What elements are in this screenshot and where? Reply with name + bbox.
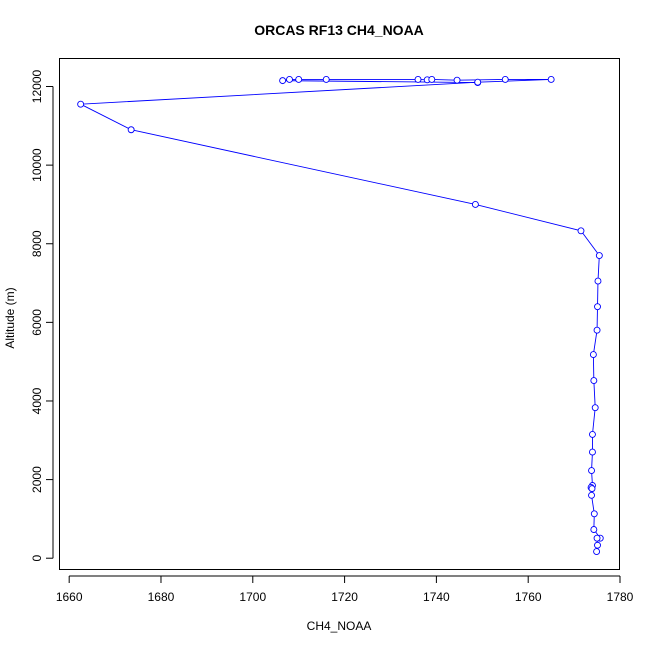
- x-tick-label: 1700: [239, 590, 266, 604]
- data-point: [593, 534, 601, 542]
- data-point: [453, 76, 461, 84]
- data-point: [471, 200, 479, 208]
- data-point: [547, 75, 555, 83]
- y-tick-label: 0: [30, 555, 44, 562]
- data-point: [595, 252, 603, 259]
- data-point: [428, 75, 436, 83]
- data-point: [589, 351, 597, 359]
- data-point: [77, 100, 85, 108]
- data-point: [127, 126, 135, 134]
- data-point: [594, 277, 602, 285]
- x-tick-label: 1660: [56, 590, 83, 604]
- data-point: [590, 510, 598, 518]
- data-point: [501, 75, 509, 83]
- data-point: [593, 548, 601, 555]
- data-point: [414, 75, 422, 83]
- x-tick-label: 1740: [423, 590, 450, 604]
- x-tick-label: 1720: [331, 590, 358, 604]
- y-tick-label: 12000: [30, 70, 44, 104]
- data-point: [588, 491, 595, 499]
- data-point: [589, 430, 596, 438]
- data-point: [589, 448, 596, 456]
- data-point: [279, 77, 287, 85]
- y-tick-label: 4000: [30, 387, 44, 414]
- series-ch4-noaa: [77, 75, 604, 555]
- data-point: [590, 526, 598, 533]
- data-point: [594, 541, 601, 549]
- x-axis-label: CH4_NOAA: [307, 619, 372, 633]
- chart-title: ORCAS RF13 CH4_NOAA: [254, 22, 424, 38]
- data-point: [588, 467, 595, 474]
- x-tick-label: 1760: [515, 590, 542, 604]
- x-tick-label: 1780: [607, 590, 634, 604]
- y-tick-label: 6000: [30, 309, 44, 336]
- plot-frame: [59, 58, 620, 570]
- data-point: [593, 326, 601, 334]
- y-axis: 0 2000 4000 6000 8000 10000 12000: [30, 70, 54, 562]
- data-point: [295, 75, 303, 83]
- x-tick-label: 1680: [148, 590, 175, 604]
- series-line: [78, 78, 602, 552]
- data-point: [577, 227, 585, 235]
- y-axis-label: Altitude (m): [3, 287, 17, 348]
- data-point: [322, 75, 330, 83]
- x-axis: 1660 1680 1700 1720 1740 1760 1780: [56, 575, 634, 604]
- data-point: [590, 377, 598, 384]
- data-point: [594, 303, 601, 311]
- y-tick-label: 10000: [30, 148, 44, 182]
- y-tick-label: 8000: [30, 230, 44, 257]
- data-point: [474, 78, 482, 86]
- y-tick-label: 2000: [30, 466, 44, 493]
- data-point: [286, 75, 293, 83]
- data-point: [588, 485, 596, 493]
- data-point: [591, 404, 599, 412]
